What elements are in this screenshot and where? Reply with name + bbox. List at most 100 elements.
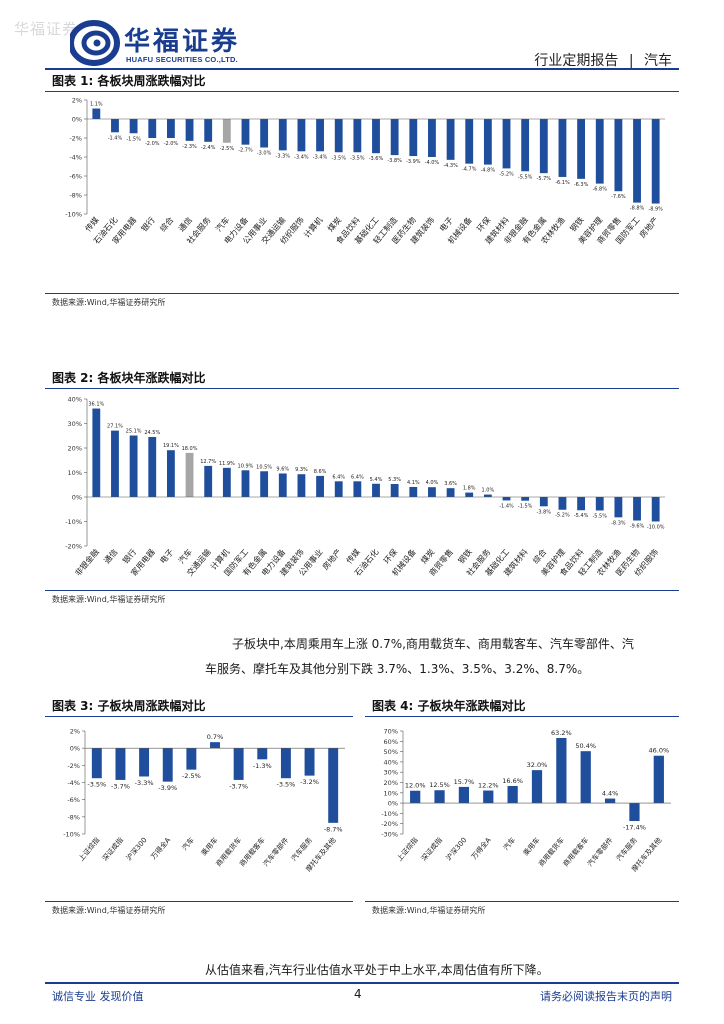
bar — [129, 435, 138, 497]
bar — [390, 119, 399, 156]
footer-rule — [45, 982, 679, 984]
figure-1-top-rule — [45, 91, 679, 92]
data-label: -7.6% — [611, 194, 626, 200]
bar — [210, 742, 220, 749]
x-tick-label: 电子 — [437, 215, 455, 234]
data-label: -3.5% — [350, 155, 365, 161]
x-tick-label: 环保 — [381, 547, 399, 566]
bar — [260, 471, 269, 497]
header-separator: | — [628, 53, 634, 69]
bar — [204, 465, 213, 497]
x-tick-label: 汽车 — [176, 547, 194, 566]
bar — [410, 790, 421, 804]
bar — [595, 119, 604, 184]
bar — [614, 119, 623, 192]
industry-name: 汽车 — [644, 53, 672, 69]
data-label: -2.0% — [164, 141, 179, 147]
y-tick-label: 0% — [72, 494, 82, 502]
brand-name-cn: 华福证券 — [124, 27, 241, 57]
bar — [186, 748, 197, 770]
bar — [297, 119, 306, 152]
data-label: 12.0% — [405, 782, 426, 790]
data-label: -3.5% — [276, 781, 295, 789]
x-tick-label: 电子 — [157, 547, 175, 566]
data-label: -5.5% — [518, 174, 533, 180]
y-tick-label: 60% — [384, 738, 398, 746]
data-label: -2.7% — [238, 148, 253, 154]
bar — [185, 452, 194, 497]
data-label: 27.1% — [107, 424, 123, 430]
figure-4-bottom-rule — [365, 901, 679, 902]
paragraph-1-line-2: 车服务、摩托车及其他分别下跌 3.7%、1.3%、3.5%、3.2%、8.7%。 — [205, 662, 590, 676]
data-label: 4.0% — [426, 480, 439, 486]
data-label: -10.0% — [647, 525, 665, 531]
x-tick-label: 环保 — [474, 215, 492, 234]
bar — [115, 748, 126, 780]
data-label: 6.4% — [351, 474, 364, 480]
data-label: -2.4% — [201, 145, 216, 151]
y-tick-label: -30% — [381, 831, 398, 839]
bar — [129, 119, 138, 134]
bar — [604, 798, 616, 804]
bar — [507, 786, 518, 804]
bar — [260, 119, 269, 148]
data-label: -3.5% — [331, 155, 346, 161]
bar — [334, 119, 343, 153]
chart-yearly-sectors: 40% 30% 20% 10% 0% -10% -20% 36.1% 非银金融 27.1% 通信 25… — [65, 396, 665, 578]
bar — [483, 790, 494, 804]
data-label: -3.0% — [257, 151, 272, 157]
data-label: 18.0% — [182, 446, 198, 452]
x-tick-label: 非银金融 — [73, 547, 101, 578]
y-tick-label: 2% — [70, 728, 80, 736]
bar — [204, 119, 213, 142]
y-tick-label: 70% — [384, 728, 398, 736]
y-tick-label: 0% — [72, 116, 82, 124]
x-tick-label: 乘用车 — [521, 836, 541, 858]
x-tick-label: 汽车服务 — [289, 836, 314, 863]
x-tick-label: 通信 — [102, 547, 120, 566]
x-tick-label: 银行 — [139, 215, 157, 234]
data-label: 12.2% — [478, 782, 499, 790]
data-label: -4.7% — [462, 167, 477, 173]
watermark-text: 华福证券 — [14, 20, 79, 38]
bar — [595, 497, 604, 511]
paragraph-2: 从估值来看,汽车行业估值水平处于中上水平,本周估值有所下降。 — [205, 963, 549, 977]
data-label: -1.5% — [518, 504, 533, 510]
data-label: 19.1% — [163, 443, 179, 449]
bar — [614, 497, 623, 518]
figure-3-title: 图表 3: 子板块周涨跌幅对比 — [52, 699, 206, 713]
data-label: 25.1% — [126, 429, 142, 435]
figure-2-title: 图表 2: 各板块年涨跌幅对比 — [52, 371, 206, 385]
x-tick-label: 沪深300 — [124, 836, 148, 863]
data-label: 5.4% — [370, 477, 383, 483]
data-label: -6.3% — [574, 182, 589, 188]
x-tick-label: 通信 — [176, 215, 194, 234]
figure-4-top-rule — [365, 716, 679, 717]
data-label: -3.3% — [276, 153, 291, 159]
bar — [539, 119, 548, 174]
x-tick-label: 银行 — [120, 547, 138, 566]
data-label: 3.6% — [444, 481, 457, 487]
figure-3-top-rule — [45, 716, 353, 717]
y-tick-label: -8% — [69, 192, 82, 200]
bar — [280, 748, 291, 779]
bar — [278, 119, 287, 151]
company-logo: 华福证券 HUAFU SECURITIES CO.,LTD. — [70, 19, 300, 67]
bar — [556, 738, 567, 804]
y-tick-label: -10% — [65, 518, 82, 526]
data-label: -4.3% — [443, 163, 458, 169]
data-label: -8.3% — [611, 520, 626, 526]
bar — [297, 474, 306, 497]
x-tick-label: 计算机 — [302, 215, 325, 240]
x-tick-label: 上证综指 — [395, 836, 420, 863]
data-label: -3.3% — [135, 779, 154, 787]
data-label: 63.2% — [551, 729, 572, 737]
y-tick-label: 0% — [70, 745, 80, 753]
bar — [372, 483, 380, 497]
bar — [328, 748, 339, 823]
data-label: 1.0% — [482, 488, 495, 494]
x-tick-label: 汽车 — [501, 836, 517, 853]
data-label: 8.6% — [314, 469, 327, 475]
bar — [162, 748, 173, 782]
x-tick-label: 深证成指 — [419, 836, 444, 863]
